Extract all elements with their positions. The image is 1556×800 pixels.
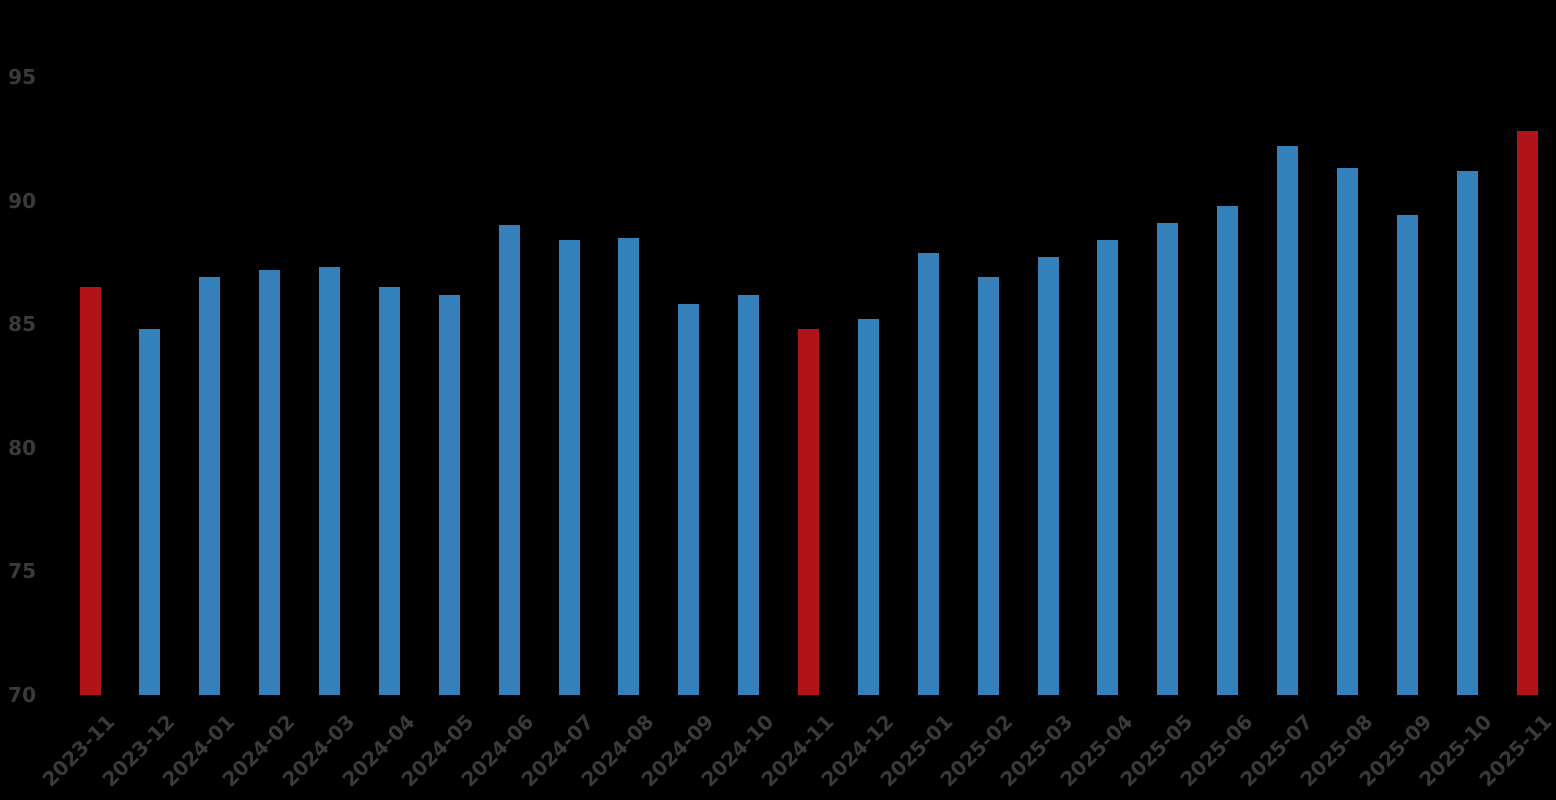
bar-2024-04 [378, 287, 400, 695]
bar-2025-06 [1217, 205, 1239, 695]
y-tick-label: 80 [8, 435, 36, 460]
bar-2024-05 [438, 294, 460, 695]
bar-2024-08 [618, 237, 640, 695]
y-tick-label: 75 [8, 559, 36, 584]
bar-2024-09 [678, 304, 700, 695]
bar-2025-02 [977, 277, 999, 695]
bar-2025-01 [917, 252, 939, 695]
bar-2024-06 [498, 225, 520, 695]
bar-2025-11 [1516, 131, 1538, 695]
bar-2024-02 [259, 269, 281, 695]
y-tick-label: 70 [8, 683, 36, 707]
bar-2024-12 [857, 319, 879, 695]
bar-2025-08 [1336, 168, 1358, 695]
y-tick-label: 95 [8, 65, 36, 89]
bar-2025-04 [1097, 240, 1119, 695]
bar-2025-05 [1157, 222, 1179, 695]
bar-2025-09 [1396, 215, 1418, 695]
bar-2024-10 [738, 294, 760, 695]
bar-2024-11 [798, 329, 819, 695]
bar-2025-07 [1277, 146, 1298, 695]
y-tick-label: 90 [8, 188, 36, 213]
bar-2023-11 [79, 287, 101, 695]
bar-2025-10 [1456, 170, 1478, 695]
bar-2025-03 [1037, 257, 1059, 695]
bar-2024-07 [558, 240, 580, 695]
y-tick-label: 85 [8, 312, 36, 337]
bar-2024-03 [319, 267, 340, 695]
bar-2023-12 [139, 329, 161, 695]
bar-2024-01 [199, 277, 221, 695]
